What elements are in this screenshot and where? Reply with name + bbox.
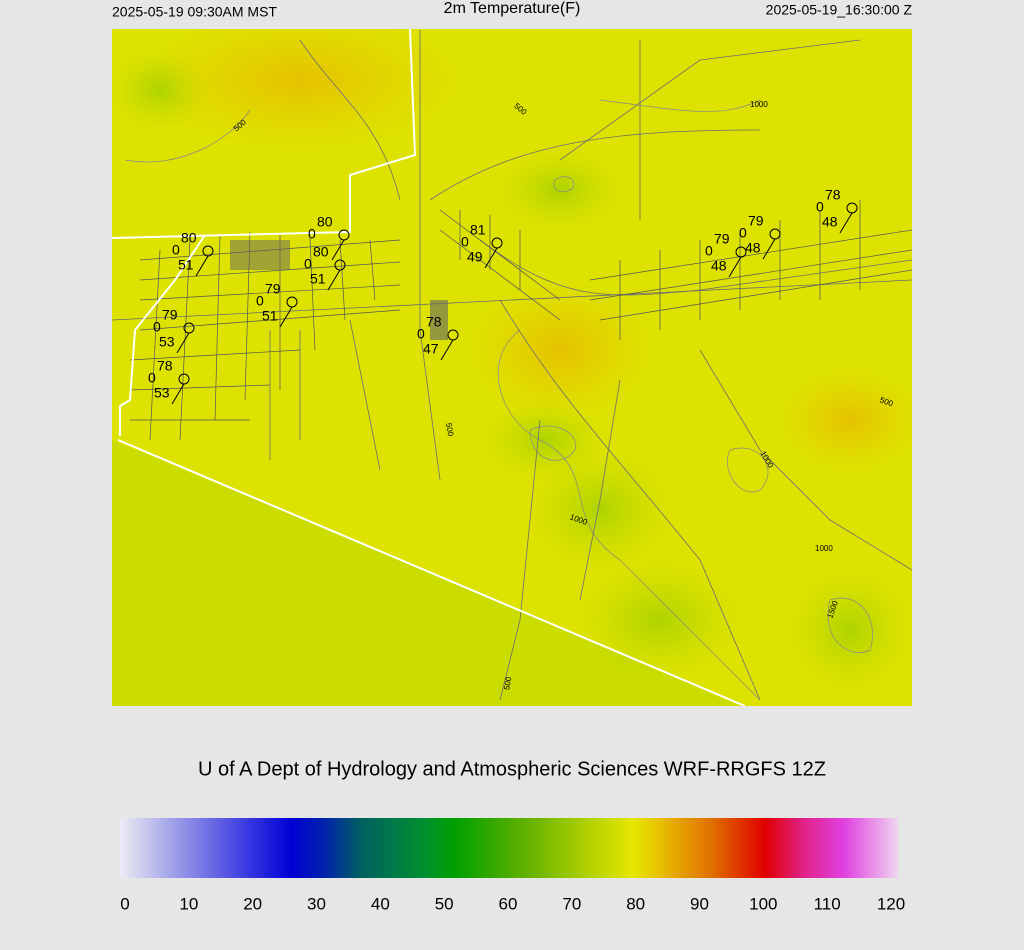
wind-barb	[839, 212, 853, 234]
temperature: 80	[317, 214, 333, 230]
wind-speed: 0	[705, 243, 713, 259]
contour-label: 1000	[750, 100, 768, 109]
dewpoint: 49	[467, 249, 483, 265]
colorbar-tick-label: 30	[307, 894, 326, 913]
contour-label: 500	[502, 675, 513, 690]
colorbar-tick-label: 110	[814, 894, 841, 913]
contour-label: 1000	[815, 544, 833, 553]
wind-speed: 0	[461, 234, 469, 250]
colorbar-tick-label: 10	[179, 894, 198, 913]
wind-barb	[331, 239, 345, 261]
wind-speed: 0	[739, 225, 747, 241]
dewpoint: 51	[310, 271, 326, 287]
temperature: 78	[426, 314, 442, 330]
wind-barb	[440, 339, 454, 361]
wind-speed: 0	[816, 199, 824, 215]
colorbar-tick-label: 90	[690, 894, 709, 913]
temperature: 78	[825, 187, 841, 203]
temperature: 79	[162, 307, 178, 323]
colorbar-ticks: 0 10 20 30 40 50 60 70 80 90 100 110 120	[120, 894, 905, 913]
wind-barb	[279, 306, 293, 328]
wind-barb	[176, 332, 190, 354]
dewpoint: 53	[159, 334, 175, 350]
station-plots: 8005179053780537905180080051810497804779…	[148, 187, 858, 405]
dewpoint: 47	[423, 341, 439, 357]
dewpoint: 48	[711, 258, 727, 274]
wind-speed: 0	[256, 293, 264, 309]
dewpoint: 48	[822, 214, 838, 230]
wind-speed: 0	[153, 319, 161, 335]
temperature: 81	[470, 222, 486, 238]
local-time: 2025-05-19 09:30AM MST	[112, 4, 277, 20]
wind-speed: 0	[417, 326, 425, 342]
map-title: 2m Temperature(F)	[444, 0, 581, 17]
temperature: 80	[313, 244, 329, 260]
wind-barb	[484, 247, 498, 269]
temperature: 80	[181, 230, 197, 246]
colorbar-tick-label: 70	[562, 894, 581, 913]
wind-speed: 0	[172, 242, 180, 258]
colorbar-tick-label: 20	[243, 894, 262, 913]
wind-barb	[762, 238, 776, 260]
wind-barb	[171, 383, 185, 405]
wind-barb	[327, 269, 341, 291]
contour-label: 500	[444, 422, 455, 437]
colorbar-tick-label: 100	[749, 894, 777, 913]
colorbar-tick-label: 50	[435, 894, 454, 913]
colorbar-tick-label: 80	[626, 894, 645, 913]
temperature: 79	[714, 231, 730, 247]
colorbar-tick-label: 60	[499, 894, 518, 913]
wind-speed: 0	[308, 226, 316, 242]
dewpoint: 53	[154, 385, 170, 401]
colorbar-tick-label: 0	[120, 894, 129, 913]
contour-label: 500	[879, 395, 895, 408]
temperature: 78	[157, 358, 173, 374]
station: 800	[308, 214, 350, 261]
utc-time: 2025-05-19_16:30:00 Z	[766, 2, 913, 18]
wind-speed: 0	[148, 370, 156, 386]
wind-barb	[728, 256, 742, 278]
temperature: 79	[265, 281, 281, 297]
colorbar-tick-label: 120	[877, 894, 905, 913]
wind-speed: 0	[304, 256, 312, 272]
wind-barb	[195, 255, 209, 277]
dewpoint: 48	[745, 240, 761, 256]
colorbar	[120, 818, 898, 878]
map	[112, 29, 912, 706]
dewpoint: 51	[262, 308, 278, 324]
credit: U of A Dept of Hydrology and Atmospheric…	[198, 758, 826, 780]
dewpoint: 51	[178, 257, 194, 273]
colorbar-tick-label: 40	[371, 894, 390, 913]
temperature: 79	[748, 213, 764, 229]
